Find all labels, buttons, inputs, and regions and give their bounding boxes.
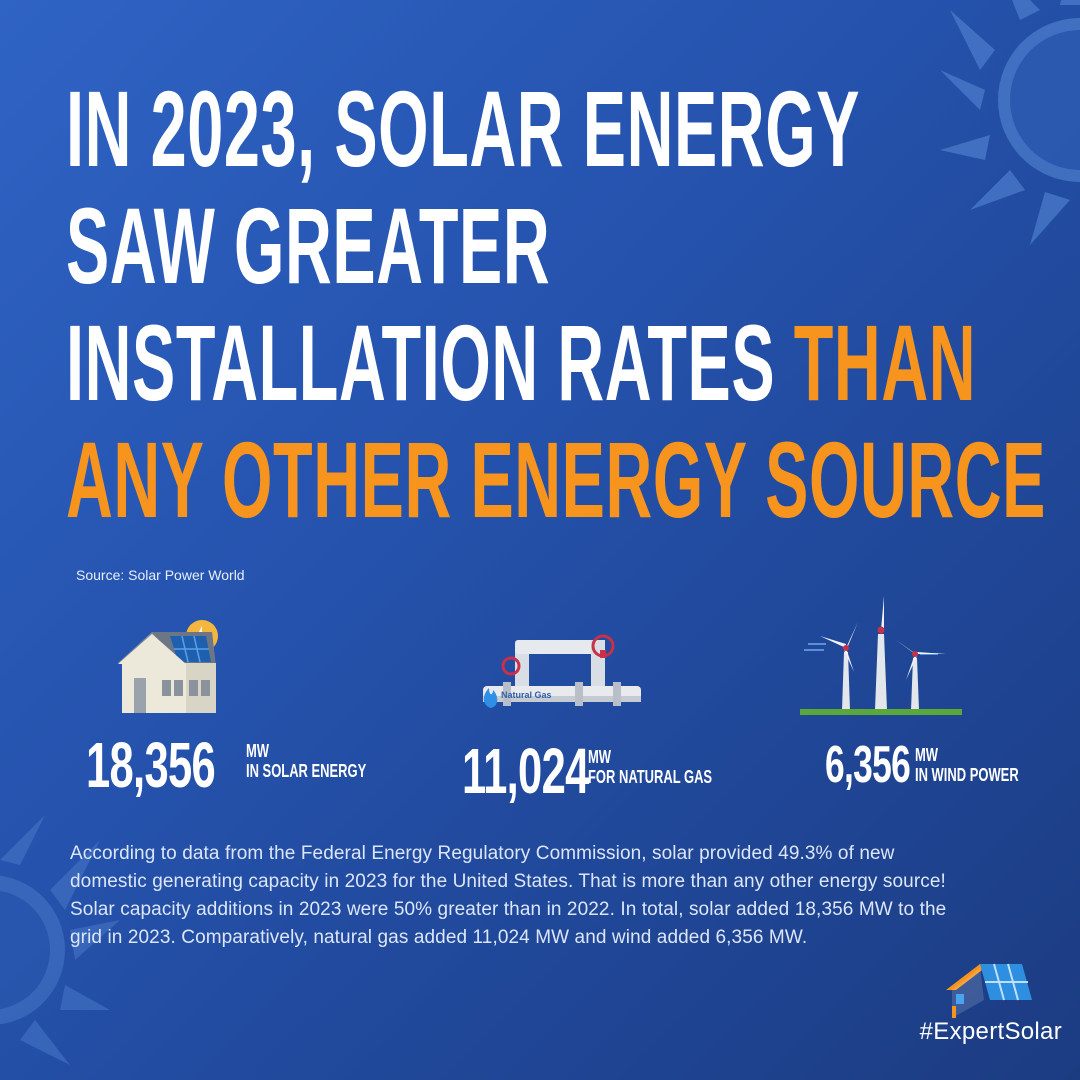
wind-stat-unit-block: MW IN WIND POWER xyxy=(915,745,1019,785)
headline-line-3-accent: THAN xyxy=(793,302,977,423)
gas-pipe-label: Natural Gas xyxy=(501,690,552,700)
wind-stat: 6,356 MW IN WIND POWER xyxy=(825,736,1019,794)
headline-line-2: SAW GREATER xyxy=(66,185,551,306)
source-citation: Source: Solar Power World xyxy=(76,567,245,583)
solar-stat-unit: MW xyxy=(246,741,270,761)
solar-stat: 18,356 MW IN SOLAR ENERGY xyxy=(86,729,366,801)
headline-line-1: IN 2023, SOLAR ENERGY xyxy=(66,68,861,189)
wind-stat-label: IN WIND POWER xyxy=(915,765,1019,785)
house-solar-panel-icon xyxy=(118,620,218,713)
headline-line-4: ANY OTHER ENERGY SOURCE xyxy=(66,419,1046,540)
gas-stat-label: FOR NATURAL GAS xyxy=(588,767,713,787)
solar-stat-value: 18,356 xyxy=(86,729,216,801)
headline-line-3-white: INSTALLATION RATES xyxy=(66,302,776,423)
gas-stat-unit: MW xyxy=(588,747,612,767)
gas-stat-value: 11,024 xyxy=(462,735,589,807)
hashtag: #ExpertSolar xyxy=(919,1018,1062,1045)
natural-gas-pipe-icon: Natural Gas xyxy=(483,634,641,708)
solar-stat-unit-block: MW IN SOLAR ENERGY xyxy=(246,741,366,781)
body-paragraph: According to data from the Federal Energ… xyxy=(70,843,947,948)
sun-decoration-icon xyxy=(940,0,1080,245)
wind-turbines-icon xyxy=(800,596,962,715)
wind-stat-unit: MW xyxy=(915,745,939,765)
headline-line-3: INSTALLATION RATES THAN xyxy=(66,304,976,421)
gas-stat: 11,024 MW FOR NATURAL GAS xyxy=(462,735,712,807)
headline: IN 2023, SOLAR ENERGY SAW GREATER INSTAL… xyxy=(66,68,1046,540)
expert-solar-logo-icon xyxy=(946,963,1032,1018)
gas-stat-unit-block: MW FOR NATURAL GAS xyxy=(588,747,712,787)
wind-stat-value: 6,356 xyxy=(825,736,911,794)
solar-stat-label: IN SOLAR ENERGY xyxy=(246,761,367,781)
sun-decoration-icon xyxy=(0,815,120,1065)
